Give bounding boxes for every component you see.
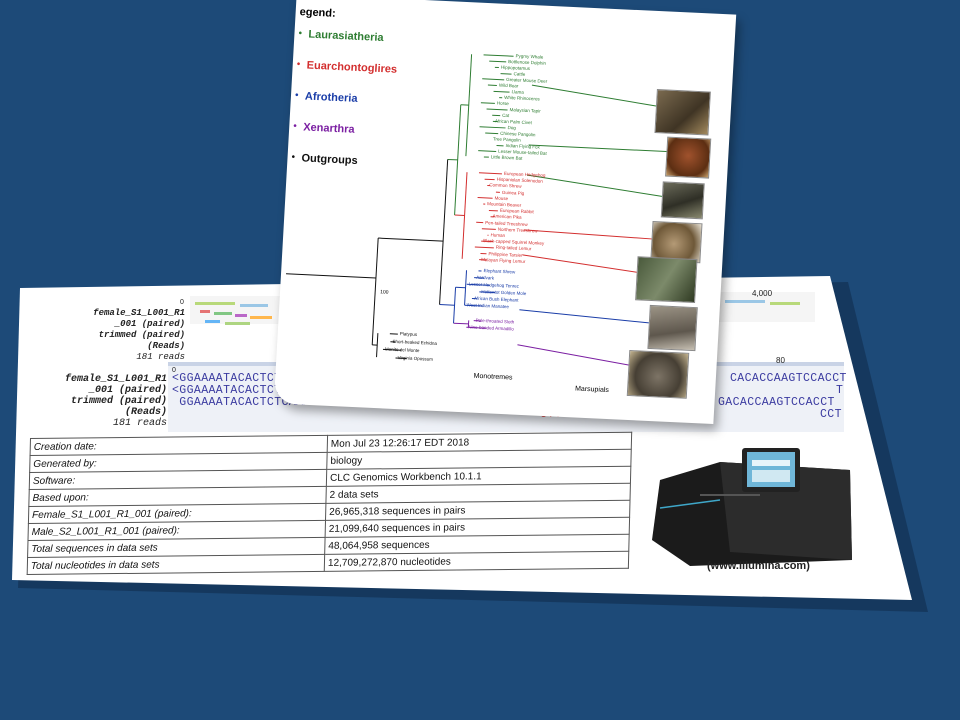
phylogenetic-tree: 100 [286, 54, 667, 366]
leaf-label: Llama [511, 89, 524, 95]
top-track-pos: 0 [180, 299, 184, 306]
leaf-label: Wild Boar [498, 82, 519, 89]
run-info-table: Creation date: Mon Jul 23 12:26:17 EDT 20… [27, 432, 633, 575]
sequencer-image [652, 448, 852, 566]
bootstrap-label: 100 [380, 289, 389, 295]
leaf-branch [478, 172, 502, 175]
leaf-branch [479, 126, 506, 129]
leaf-label: Cattle [513, 71, 526, 77]
pointer-arrow [523, 229, 652, 240]
leaf-branch [482, 78, 505, 81]
leaf-branch [478, 150, 497, 153]
leaf-branch [493, 90, 510, 93]
leaf-branch [489, 60, 507, 63]
leaf-label: Cat [502, 112, 510, 119]
leaf-branch [466, 326, 487, 329]
leaf-branch [480, 102, 495, 104]
treeshrew-photo [635, 256, 698, 304]
leaf-branch [479, 291, 496, 294]
leaf-label: Mouse [494, 195, 509, 201]
pointer-arrow [531, 84, 657, 107]
tree-branch [439, 304, 455, 306]
clade-stem [465, 54, 473, 157]
pointer-arrow [517, 344, 629, 366]
read-pileup [195, 300, 800, 325]
leaf-branch [500, 73, 512, 75]
leaf-branch [477, 196, 493, 199]
leaf-branch [464, 304, 483, 307]
leaf-label: Platypus [399, 331, 418, 337]
tree-branch [371, 238, 379, 345]
leaf-label: Guinea Pig [501, 189, 525, 196]
leaf-branch [395, 357, 407, 360]
leaf-label: Human [490, 232, 506, 239]
tree-branch [453, 322, 469, 325]
leaf-label: Horse [496, 100, 510, 107]
leaf-branch [474, 246, 494, 249]
seq-right-3: GACACCAAGTCCACCT [718, 396, 835, 409]
pointer-arrow [526, 174, 663, 197]
pointer-arrow [522, 254, 637, 273]
pointer-arrow [519, 309, 649, 324]
seq-pos-left: 0 [172, 367, 176, 374]
seq-pos-right: 80 [776, 356, 785, 365]
tree-branch [286, 273, 376, 279]
leaf-branch [485, 132, 499, 135]
pangolin-photo [660, 181, 705, 220]
dog-photo [665, 136, 712, 179]
table-key: Total nucleotides in data sets [27, 554, 325, 575]
top-track-right: 4,000 [752, 289, 773, 298]
leaf-label: Aardvark [476, 274, 495, 281]
boar-photo [654, 89, 711, 136]
leaf-branch [483, 54, 514, 57]
leaf-branch [486, 108, 508, 111]
leaf-branch [466, 283, 490, 286]
leaf-branch [481, 240, 494, 243]
leaf-label: Dog [507, 125, 516, 131]
armadillo-photo [626, 350, 690, 399]
illumina-caption: (www.Illumina.com) [707, 560, 810, 572]
seq-right-2: T [836, 384, 844, 397]
seq-right-4: CCT [820, 408, 842, 421]
pointer-arrow [528, 144, 667, 153]
tree-branch [439, 159, 449, 305]
table-value: 12,709,272,870 nucleotides [324, 551, 629, 572]
phylogeny-card: egend: • Laurasiatheria • Euarchontoglires •… [273, 0, 737, 425]
elephant-photo [647, 304, 698, 352]
track-label-seq: female_S1_L001_R1 _001 (paired) trimmed … [64, 374, 167, 429]
leaf-branch [481, 228, 496, 230]
track-label-top: female_S1_L001_R1 _001 (paired) trimmed … [93, 308, 185, 362]
tree-branch [453, 287, 457, 324]
tree-branch [378, 237, 444, 242]
seq-right-1: CACACCAAGTCCACCT [730, 372, 847, 385]
leaf-branch [382, 348, 401, 351]
